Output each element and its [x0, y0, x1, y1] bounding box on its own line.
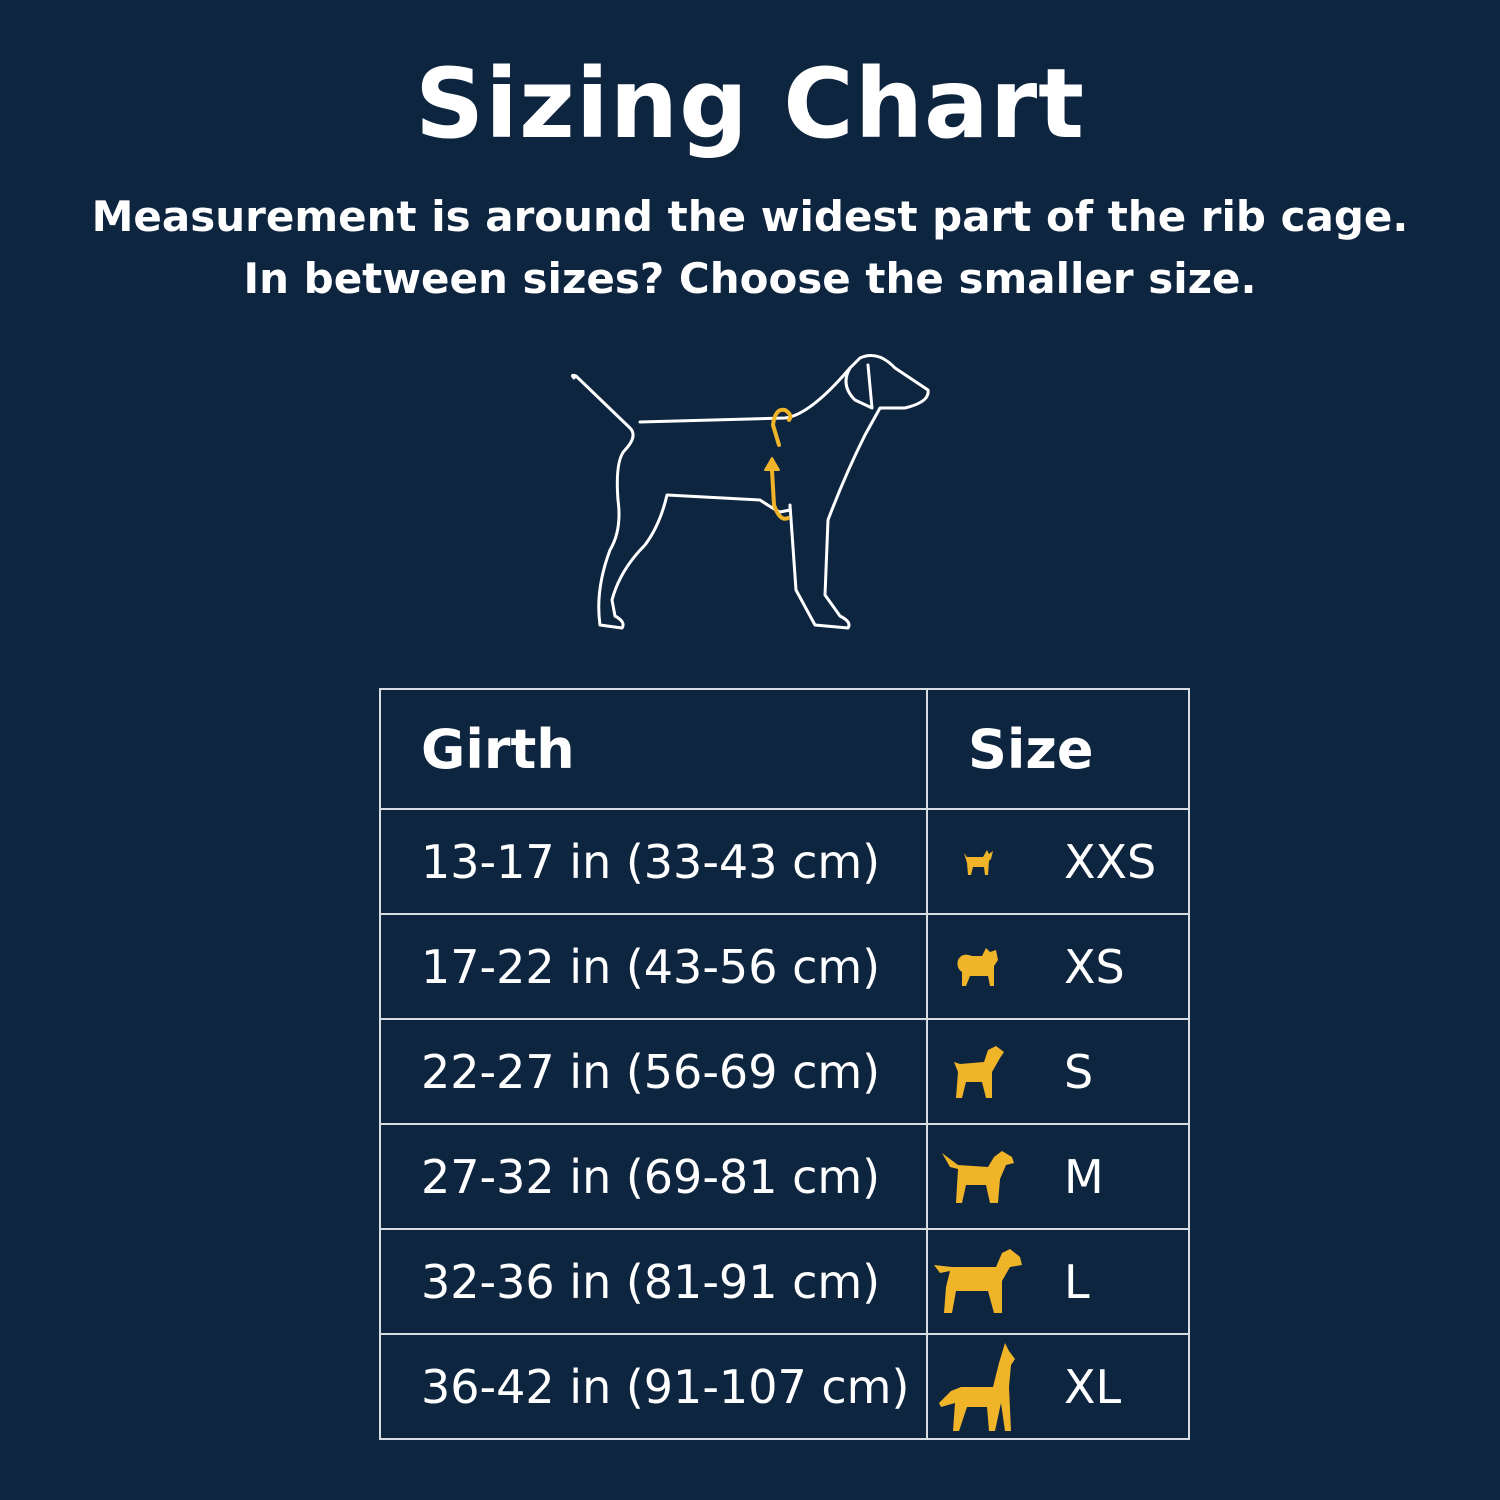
table-row: 36-42 in (91-107 cm) XL [379, 1333, 1190, 1440]
size-label: L [1064, 1254, 1090, 1309]
table-row: 22-27 in (56-69 cm) S [379, 1018, 1190, 1125]
girth-value: 36-42 in (91-107 cm) [379, 1333, 928, 1440]
girth-value: 13-17 in (33-43 cm) [379, 808, 928, 915]
dog-girth-measurement-icon [570, 354, 930, 630]
subtitle-between-sizes: In between sizes? Choose the smaller siz… [243, 254, 1257, 303]
size-label: XL [1064, 1359, 1122, 1414]
pomeranian-icon [928, 946, 1028, 988]
size-label: XXS [1064, 834, 1157, 889]
table-row: 27-32 in (69-81 cm) M [379, 1123, 1190, 1230]
subtitle-measurement: Measurement is around the widest part of… [91, 192, 1409, 241]
girth-value: 32-36 in (81-91 cm) [379, 1228, 928, 1335]
girth-value: 22-27 in (56-69 cm) [379, 1018, 928, 1125]
table-row: 17-22 in (43-56 cm) XS [379, 913, 1190, 1020]
great-dane-icon [928, 1341, 1028, 1433]
header-girth: Girth [379, 688, 928, 810]
size-label: XS [1064, 939, 1125, 994]
table-row: 13-17 in (33-43 cm) XXS [379, 808, 1190, 915]
girth-value: 17-22 in (43-56 cm) [379, 913, 928, 1020]
table-header-row: Girth Size [379, 688, 1190, 810]
chihuahua-icon [928, 847, 1028, 877]
girth-value: 27-32 in (69-81 cm) [379, 1123, 928, 1230]
medium-dog-icon [928, 1149, 1028, 1205]
small-dog-icon [928, 1044, 1028, 1100]
size-label: M [1064, 1149, 1104, 1204]
page-title: Sizing Chart [414, 48, 1086, 160]
table-row: 32-36 in (81-91 cm) L [379, 1228, 1190, 1335]
large-dog-icon [928, 1247, 1028, 1317]
size-label: S [1064, 1044, 1094, 1099]
header-size: Size [926, 688, 1190, 810]
sizing-table: Girth Size 13-17 in (33-43 cm) XXS 17-22… [379, 688, 1190, 1440]
